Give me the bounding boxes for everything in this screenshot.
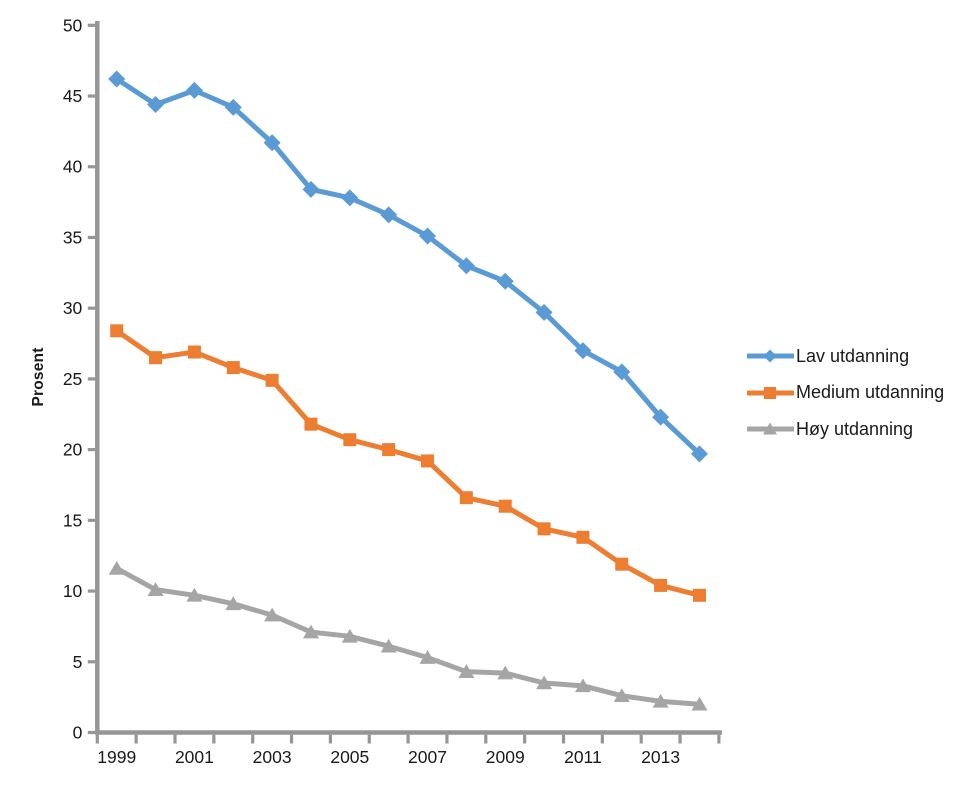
- legend: Lav utdanning Medium utdanning Høy utdan…: [747, 344, 944, 454]
- series-2-marker-triangle: [264, 607, 281, 622]
- series-1-marker-square: [382, 443, 396, 457]
- x-tick-label: 2013: [641, 747, 680, 767]
- series-line-2: [114, 565, 702, 707]
- series-2-marker-triangle: [186, 587, 203, 602]
- series-0-marker-diamond: [419, 227, 437, 245]
- series-1-marker-square: [654, 578, 668, 592]
- series-1-marker-square: [537, 522, 551, 536]
- y-tick-label: 5: [73, 652, 83, 672]
- series-1-marker-square: [226, 361, 240, 375]
- series-line-1: [114, 328, 702, 598]
- series-0-marker-diamond: [574, 342, 592, 360]
- series-0-marker-diamond: [263, 134, 281, 152]
- legend-label: Høy utdanning: [796, 418, 914, 439]
- series-2-marker-triangle: [225, 596, 242, 611]
- x-tick-label: 2009: [486, 747, 525, 767]
- series-2-marker-triangle: [613, 688, 630, 703]
- series-1-marker-square: [459, 491, 473, 505]
- y-tick-label: 50: [63, 15, 83, 35]
- series-0-marker-diamond: [185, 81, 203, 99]
- series-0-marker-diamond: [302, 180, 320, 198]
- series-0-marker-diamond: [496, 272, 514, 290]
- series-2-marker-triangle: [458, 664, 475, 678]
- series-1-marker-square: [692, 588, 706, 602]
- legend-item-hoy-utdanning: Høy utdanning: [747, 417, 944, 441]
- y-tick-label: 20: [63, 440, 83, 460]
- series-2-marker-triangle: [380, 638, 397, 653]
- legend-item-medium-utdanning: Medium utdanning: [747, 381, 944, 405]
- y-tick-label: 10: [63, 581, 83, 601]
- series-1-marker-square: [110, 324, 124, 338]
- series-1-marker-square: [304, 417, 318, 431]
- y-tick-label: 15: [63, 510, 82, 530]
- series-1-marker-square: [615, 557, 629, 571]
- legend-item-lav-utdanning: Lav utdanning: [747, 344, 944, 368]
- series-2-marker-triangle: [574, 678, 591, 693]
- series-0-marker-diamond: [341, 189, 359, 207]
- series-0-marker-diamond: [613, 363, 631, 381]
- y-tick-label: 0: [73, 723, 83, 743]
- legend-label: Medium utdanning: [796, 382, 945, 402]
- x-tick-label: 2011: [564, 747, 602, 767]
- series-1-marker-square: [265, 373, 279, 387]
- series-1-marker-square: [498, 499, 512, 513]
- series-2-marker-triangle: [497, 665, 514, 680]
- legend-line-triangle-icon: [747, 422, 794, 435]
- legend-label: Lav utdanning: [796, 345, 910, 366]
- series-1-marker-square: [343, 433, 357, 447]
- x-tick-label: 2005: [330, 747, 369, 767]
- series-2-marker-triangle: [108, 560, 125, 575]
- series-1-marker-square: [576, 530, 590, 544]
- y-tick-label: 25: [63, 369, 82, 389]
- series-0-marker-diamond: [147, 96, 165, 114]
- series-0-marker-diamond: [535, 303, 553, 321]
- y-tick-label: 35: [63, 227, 82, 247]
- series-2-marker-triangle: [419, 650, 436, 664]
- x-tick-label: 2001: [175, 747, 214, 767]
- series-2-marker-triangle: [302, 624, 319, 639]
- x-tick-label: 2003: [253, 747, 292, 767]
- series-0-marker-diamond: [108, 70, 126, 88]
- y-tick-label: 45: [63, 86, 82, 106]
- y-axis-title: Prosent: [30, 347, 47, 407]
- series-line-0: [114, 76, 702, 457]
- series-0-marker-diamond: [457, 257, 475, 275]
- series-1-marker-square: [187, 345, 201, 359]
- y-tick-label: 30: [63, 298, 83, 318]
- series-0-marker-diamond: [224, 98, 242, 116]
- series-2-marker-triangle: [341, 628, 358, 643]
- series-0-marker-diamond: [380, 206, 398, 224]
- series-0-marker-diamond: [690, 445, 708, 463]
- series-2-marker-triangle: [147, 582, 164, 596]
- series-1-marker-square: [149, 351, 163, 365]
- y-tick-label: 40: [63, 157, 83, 177]
- series-2-marker-triangle: [536, 675, 553, 690]
- x-tick-label: 1999: [97, 747, 136, 767]
- legend-line-diamond-icon: [747, 349, 794, 363]
- series-0-marker-diamond: [652, 408, 670, 426]
- series-2-marker-triangle: [652, 693, 669, 708]
- series-2-marker-triangle: [691, 696, 708, 711]
- series-1-marker-square: [421, 454, 435, 468]
- x-tick-label: 2007: [408, 747, 447, 767]
- legend-line-square-icon: [747, 386, 794, 399]
